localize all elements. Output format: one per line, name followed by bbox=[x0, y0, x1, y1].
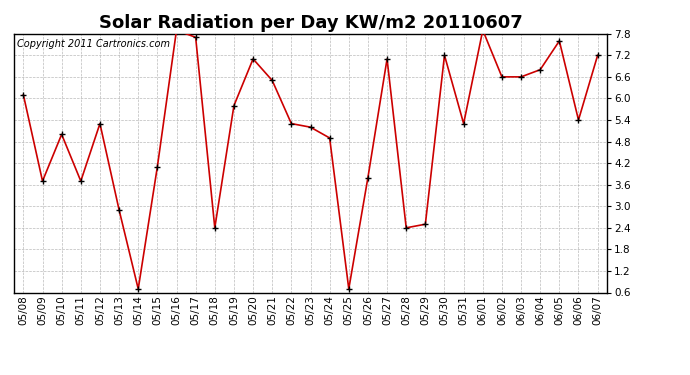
Text: Copyright 2011 Cartronics.com: Copyright 2011 Cartronics.com bbox=[17, 39, 170, 49]
Title: Solar Radiation per Day KW/m2 20110607: Solar Radiation per Day KW/m2 20110607 bbox=[99, 14, 522, 32]
